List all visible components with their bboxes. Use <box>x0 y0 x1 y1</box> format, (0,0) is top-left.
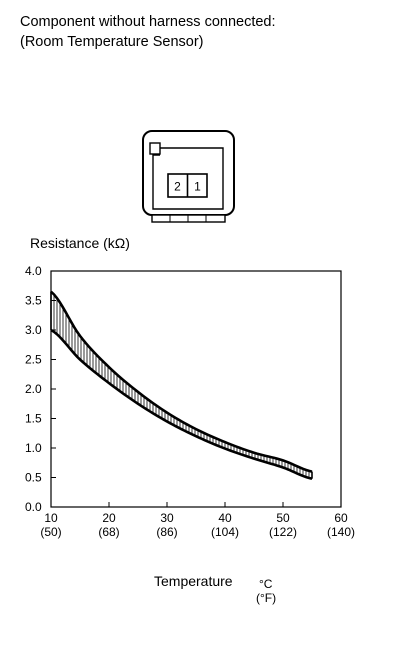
connector-lock-tab <box>149 142 161 155</box>
x-axis-title: Temperature <box>154 573 233 589</box>
plot-frame <box>50 270 342 508</box>
figure-caption: Component without harness connected: (Ro… <box>20 12 276 52</box>
y-axis-title: Resistance (kΩ) <box>30 235 130 251</box>
connector-diagram: 2 1 <box>142 130 235 223</box>
x-tick-label-celsius: 50 <box>276 511 290 525</box>
resistance-upper-limit-curve <box>50 290 313 473</box>
x-tick-label-fahrenheit: (50) <box>40 525 61 539</box>
x-tick-label-fahrenheit: (68) <box>98 525 119 539</box>
pin-2-label: 2 <box>174 180 181 194</box>
y-tick-label: 3.5 <box>25 294 42 308</box>
y-tick-label: 4.0 <box>25 264 42 278</box>
connector-inner-frame <box>152 147 224 210</box>
y-axis-ticks: 0.0 0.5 1.0 1.5 2.0 2.5 3.0 3.5 4.0 <box>25 264 56 514</box>
x-tick-label-fahrenheit: (104) <box>211 525 239 539</box>
x-tick-label-fahrenheit: (122) <box>269 525 297 539</box>
pin-1-label: 1 <box>194 180 201 194</box>
x-axis-ticks: 10(50) 20(68) 30(86) 40(104) 50(122) 60(140) <box>40 502 355 539</box>
y-tick-label: 2.5 <box>25 353 42 367</box>
x-axis-unit-fahrenheit: (°F) <box>256 591 276 605</box>
y-tick-label: 3.0 <box>25 323 42 337</box>
x-axis-unit-celsius: °C <box>259 577 273 591</box>
x-tick-label-celsius: 30 <box>160 511 174 525</box>
y-tick-label: 1.0 <box>25 441 42 455</box>
y-tick-label: 1.5 <box>25 412 42 426</box>
caption-line-1: Component without harness connected: <box>20 14 276 30</box>
x-tick-label-celsius: 20 <box>102 511 116 525</box>
x-tick-label-fahrenheit: (140) <box>327 525 355 539</box>
resistance-lower-limit-curve <box>50 328 313 480</box>
caption-line-2: (Room Temperature Sensor) <box>20 34 204 50</box>
y-tick-label: 0.0 <box>25 500 42 514</box>
x-tick-label-celsius: 60 <box>334 511 348 525</box>
y-tick-label: 2.0 <box>25 382 42 396</box>
y-tick-label: 0.5 <box>25 471 42 485</box>
x-tick-label-celsius: 40 <box>218 511 232 525</box>
x-tick-label-celsius: 10 <box>44 511 58 525</box>
x-tick-label-fahrenheit: (86) <box>156 525 177 539</box>
